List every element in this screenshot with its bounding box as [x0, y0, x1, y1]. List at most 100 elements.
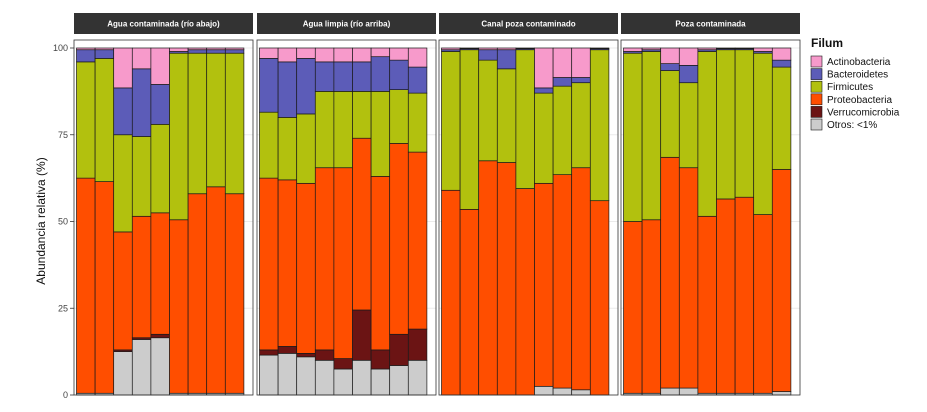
panel-border — [256, 39, 437, 396]
bar-stack — [94, 47, 115, 396]
bar-segment-actinobacteria — [478, 47, 498, 51]
bar-stack — [459, 47, 480, 396]
bar-segment-firmicutes — [389, 89, 409, 144]
bar-segment-verrucomicrobia — [259, 349, 279, 356]
bar-segment-bacteroidetes — [259, 58, 279, 113]
facet-strip — [439, 13, 618, 34]
bar-segment-bacteroidetes — [187, 49, 208, 54]
bar-segment-bacteroidetes — [407, 66, 428, 94]
legend: Filum Actinobacteria BacteroidetesFirmicu… — [810, 36, 900, 131]
bar-segment-firmicutes — [515, 49, 535, 189]
bar-segment-bacteroidetes — [314, 61, 335, 92]
bar-stack — [131, 47, 152, 396]
bar-segment-firmicutes — [734, 49, 755, 198]
bar-segment-actinobacteria — [333, 47, 353, 63]
bar-segment-actinobacteria — [571, 47, 591, 78]
facet-strip — [257, 13, 436, 34]
facets-layer: Agua contaminada (río abajo) Agua limpia … — [73, 13, 801, 396]
bar-segment-verrucomicrobia — [333, 358, 353, 370]
bar-segment-otros-1 — [678, 387, 699, 396]
bar-segment-firmicutes — [224, 52, 245, 195]
bar-segment-firmicutes — [76, 61, 96, 179]
bar-segment-actinobacteria — [206, 47, 226, 51]
bar-segment-proteobacteria — [131, 215, 152, 339]
bar-segment-proteobacteria — [187, 193, 208, 394]
legend-label: Proteobacteria — [827, 95, 892, 106]
bar-segment-otros-1 — [352, 359, 372, 396]
bar-stack — [277, 47, 298, 396]
bar-segment-bacteroidetes — [496, 49, 517, 70]
facet-panel-4: Poza contaminada — [620, 13, 801, 396]
bar-segment-proteobacteria — [678, 167, 699, 389]
bar-segment-actinobacteria — [623, 47, 643, 52]
bar-segment-bacteroidetes — [113, 87, 133, 136]
bar-segment-proteobacteria — [296, 182, 316, 354]
bar-segment-proteobacteria — [697, 215, 717, 394]
bar-segment-otros-1 — [150, 337, 170, 396]
y-tick-label: 50 — [58, 217, 68, 227]
bar-segment-actinobacteria — [131, 47, 152, 70]
bar-segment-firmicutes — [678, 82, 699, 169]
bar-stack — [478, 47, 498, 396]
bar-segment-firmicutes — [169, 52, 189, 221]
legend-title: Filum — [811, 36, 843, 50]
facet-strip — [74, 13, 253, 34]
bar-segment-proteobacteria — [94, 181, 115, 394]
bar-segment-actinobacteria — [296, 47, 316, 59]
bar-segment-actinobacteria — [753, 47, 773, 52]
bar-segment-proteobacteria — [496, 162, 517, 396]
bar-segment-proteobacteria — [478, 160, 498, 396]
bar-segment-bacteroidetes — [389, 59, 409, 90]
bar-segment-proteobacteria — [459, 209, 480, 396]
bar-segment-bacteroidetes — [333, 61, 353, 92]
y-axis-title: Abundancia relativa (%) — [34, 157, 48, 284]
bar-segment-firmicutes — [407, 92, 428, 153]
bar-segment-actinobacteria — [459, 47, 480, 50]
bar-segment-otros-1 — [771, 391, 792, 396]
bar-segment-actinobacteria — [352, 47, 372, 63]
legend-label: Verrucomicrobia — [827, 107, 900, 118]
bar-segment-actinobacteria — [113, 47, 133, 89]
bar-segment-actinobacteria — [552, 47, 573, 78]
bar-segment-otros-1 — [660, 387, 680, 396]
bar-segment-firmicutes — [277, 117, 298, 181]
bar-segment-verrucomicrobia — [314, 349, 335, 361]
bar-segment-firmicutes — [496, 68, 517, 163]
bar-segment-otros-1 — [534, 385, 554, 396]
bar-segment-firmicutes — [206, 52, 226, 188]
bar-stack — [534, 47, 554, 396]
bar-segment-firmicutes — [131, 136, 152, 217]
bar-segment-proteobacteria — [589, 200, 610, 396]
bar-segment-firmicutes — [697, 51, 717, 217]
bar-stack — [224, 47, 245, 396]
legend-item-otros-1: Otros: <1% — [810, 118, 877, 131]
panel-border — [438, 39, 619, 396]
legend-item-actinobacteria: Actinobacteria — [810, 55, 891, 68]
bar-segment-proteobacteria — [113, 231, 133, 351]
bar-segment-actinobacteria — [389, 47, 409, 61]
bar-segment-firmicutes — [259, 111, 279, 179]
bar-segment-firmicutes — [716, 49, 736, 200]
legend-item-firmicutes: Firmicutes — [810, 80, 873, 93]
legend-label: Otros: <1% — [827, 120, 877, 131]
y-tick-label: 25 — [58, 303, 68, 313]
bar-segment-otros-1 — [314, 359, 335, 396]
bar-segment-actinobacteria — [150, 47, 170, 85]
bar-stack — [515, 47, 535, 396]
bar-segment-bacteroidetes — [352, 61, 372, 92]
bar-stack — [771, 47, 792, 396]
bar-segment-proteobacteria — [389, 143, 409, 335]
bar-segment-firmicutes — [534, 92, 554, 184]
bar-segment-actinobacteria — [771, 47, 792, 61]
bar-segment-firmicutes — [660, 70, 680, 158]
legend-item-proteobacteria: Proteobacteria — [810, 93, 892, 106]
bar-segment-otros-1 — [113, 351, 133, 396]
y-tick-label: 0 — [63, 390, 68, 400]
bar-segment-bacteroidetes — [206, 49, 226, 54]
bar-segment-verrucomicrobia — [370, 349, 391, 370]
bar-segment-proteobacteria — [76, 177, 96, 394]
bar-segment-actinobacteria — [515, 47, 535, 50]
bar-segment-verrucomicrobia — [389, 333, 409, 366]
bar-segment-proteobacteria — [370, 176, 391, 351]
